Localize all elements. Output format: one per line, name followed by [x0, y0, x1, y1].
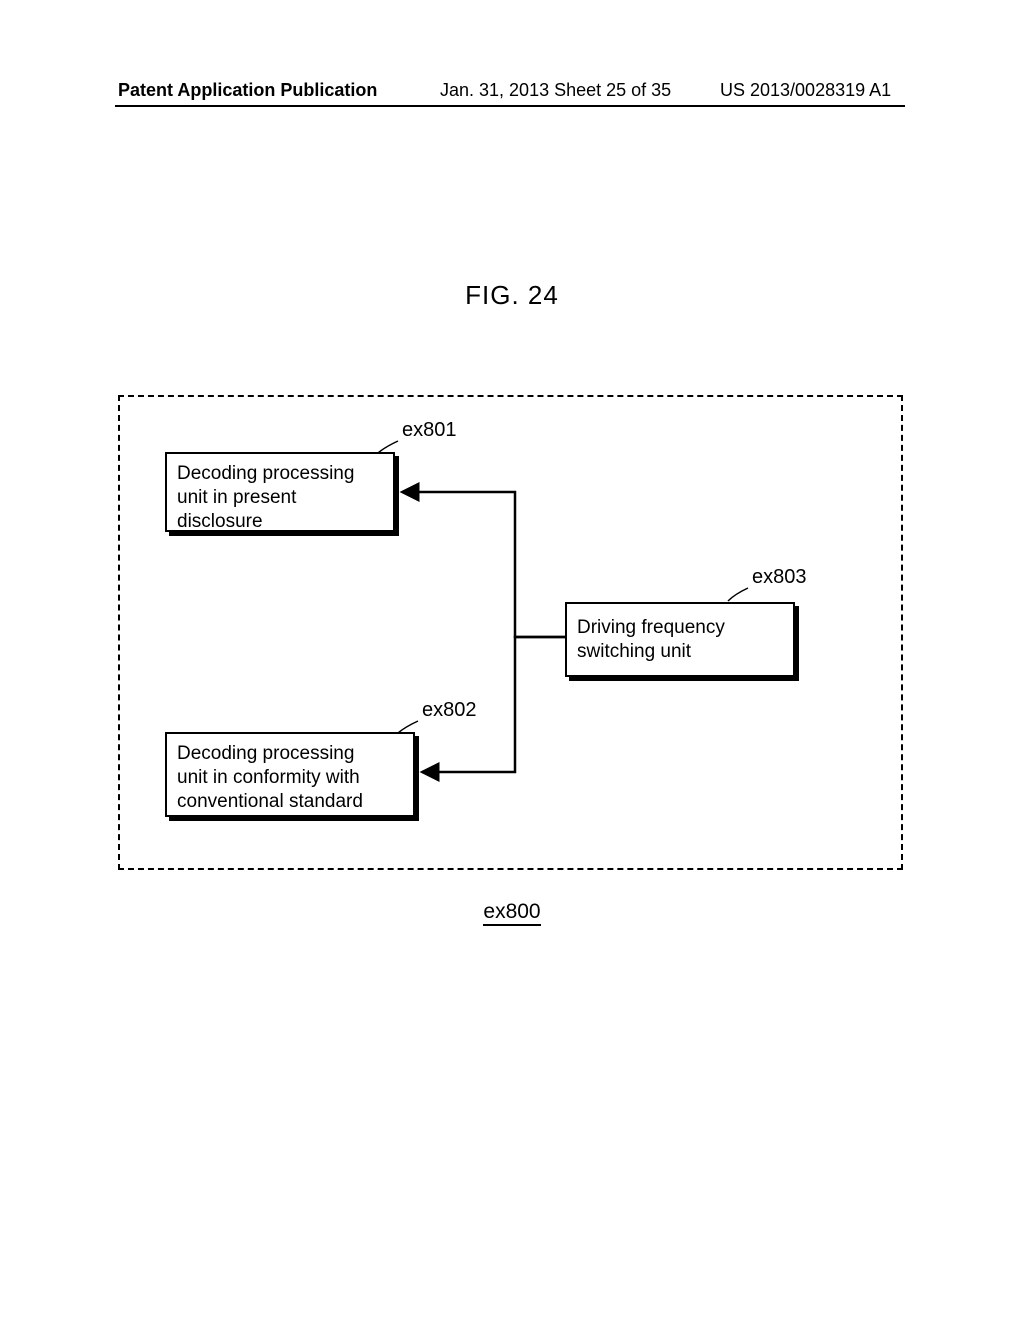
diagram-frame: Decoding processingunit in presentdisclo…: [118, 395, 903, 870]
box-ex803-text: Driving frequencyswitching unit: [577, 617, 725, 662]
header-right-text: US 2013/0028319 A1: [720, 80, 891, 101]
box-ex802: Decoding processingunit in conformity wi…: [165, 732, 415, 817]
header-rule: [115, 105, 905, 107]
header-mid-text: Jan. 31, 2013 Sheet 25 of 35: [440, 80, 671, 101]
figure-title: FIG. 24: [0, 280, 1024, 311]
ref-ex803: ex803: [752, 566, 807, 589]
box-ex803: Driving frequencyswitching unit: [565, 602, 795, 677]
page: Patent Application Publication Jan. 31, …: [0, 0, 1024, 1320]
container-label-text: ex800: [483, 900, 540, 926]
ref-ex802: ex802: [422, 699, 477, 722]
box-ex801-text: Decoding processingunit in presentdisclo…: [177, 463, 354, 532]
ref-ex801: ex801: [402, 419, 457, 442]
container-label: ex800: [0, 900, 1024, 924]
box-ex802-text: Decoding processingunit in conformity wi…: [177, 743, 363, 812]
header-left-text: Patent Application Publication: [118, 80, 377, 101]
box-ex801: Decoding processingunit in presentdisclo…: [165, 452, 395, 532]
